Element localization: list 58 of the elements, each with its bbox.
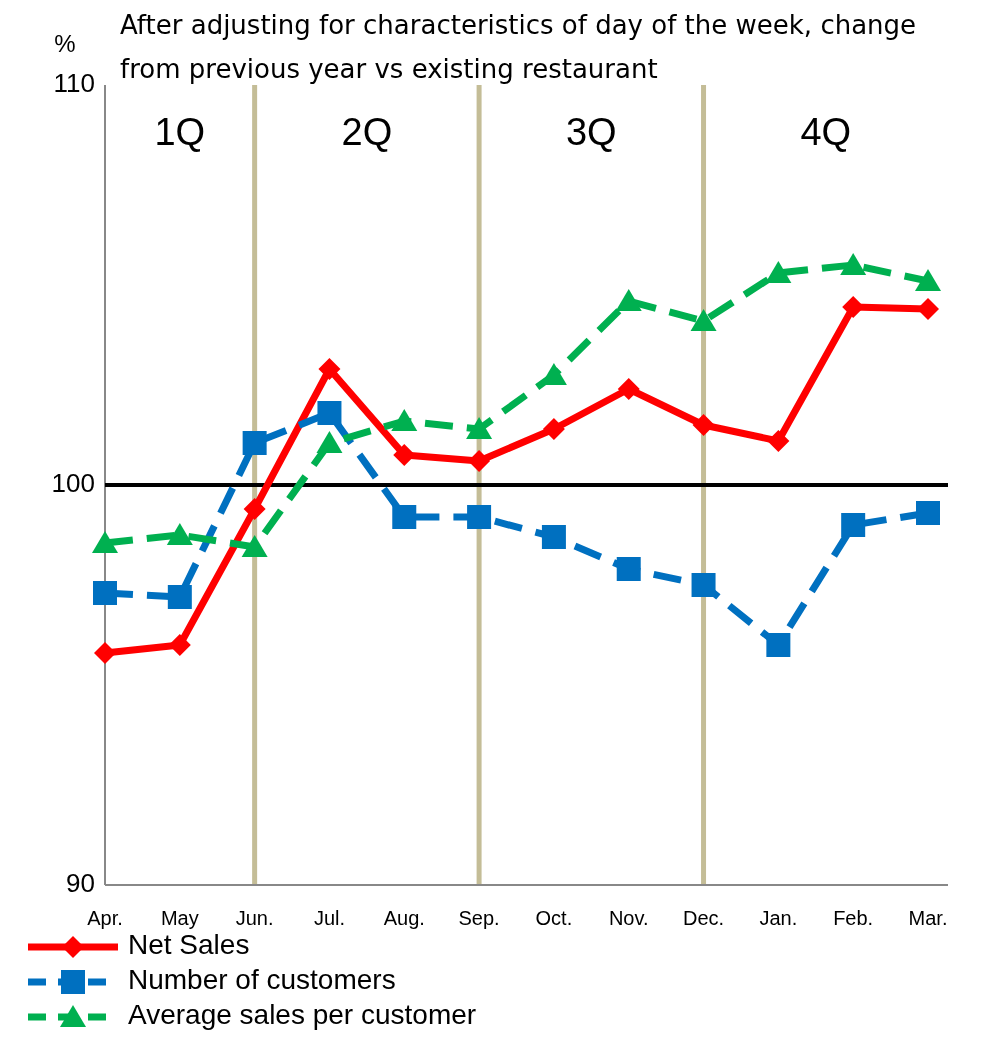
y-tick-label: 90 [66, 867, 95, 898]
point [692, 414, 715, 436]
point [840, 253, 867, 275]
x-tick-label: Sep. [458, 907, 500, 929]
y-axis-title: % [54, 30, 76, 57]
point [617, 378, 640, 400]
point [93, 581, 117, 605]
annotation: 4Q [800, 111, 852, 153]
point [690, 309, 717, 331]
x-tick-label: May [160, 907, 199, 929]
annotation: 2Q [341, 111, 393, 153]
point [316, 431, 343, 453]
x-tick-label: Dec. [682, 907, 725, 929]
point [765, 261, 792, 283]
point [916, 501, 940, 525]
x-tick-label: Feb. [833, 907, 874, 929]
legend-label: Net Sales [128, 929, 250, 961]
y-tick-label: 110 [53, 67, 95, 98]
point [92, 531, 118, 553]
point [616, 557, 641, 581]
annotation: 3Q [565, 111, 617, 153]
point [468, 450, 491, 472]
point [166, 523, 193, 545]
x-tick-label: Aug. [383, 907, 425, 929]
point [541, 525, 566, 549]
point [241, 535, 268, 557]
x-tick-label: Jun. [235, 907, 274, 929]
point [167, 585, 192, 609]
point [615, 289, 642, 311]
annotation: 1Q [154, 111, 206, 153]
point [168, 634, 191, 656]
point [767, 430, 790, 452]
point [466, 417, 493, 439]
x-tick-label: Nov. [608, 907, 649, 929]
y-tick-label: 100 [51, 467, 95, 498]
x-tick-label: Apr. [87, 907, 123, 929]
point [393, 444, 416, 466]
chart-title: After adjusting for characteristics of day of the week, change from previous year vs existing restaurant [120, 10, 917, 84]
point [94, 642, 116, 664]
point [392, 505, 417, 529]
point [242, 431, 267, 455]
point [691, 573, 716, 597]
point [467, 505, 492, 529]
point [391, 409, 418, 431]
x-tick-label: Jul. [313, 907, 346, 929]
point [766, 633, 791, 657]
point [542, 418, 565, 440]
point [915, 269, 941, 291]
point [317, 401, 342, 425]
legend-label: Number of customers [128, 964, 396, 996]
point [318, 358, 341, 380]
x-tick-label: Mar. [908, 907, 948, 929]
point [917, 298, 939, 320]
legend-label: Average sales per customer [128, 999, 477, 1031]
x-tick-label: Jan. [759, 907, 798, 929]
x-tick-label: Oct. [535, 907, 573, 929]
point [841, 513, 866, 537]
point [243, 498, 266, 520]
